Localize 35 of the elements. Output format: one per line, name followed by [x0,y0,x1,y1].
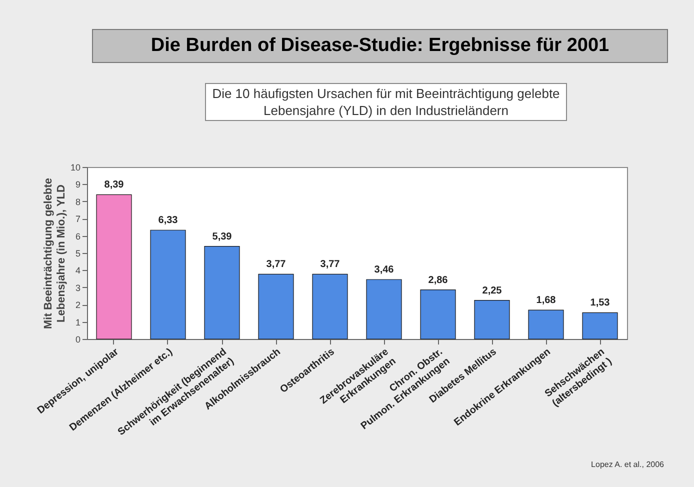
y-tick-label: 2 [75,300,80,310]
y-tick-label: 6 [75,231,80,242]
data-label: 6,33 [158,215,178,226]
bar [258,274,294,340]
y-tick-label: 9 [75,180,80,190]
y-tick-label: 5 [75,248,80,258]
data-label: 2,25 [482,285,502,296]
bar [96,194,132,340]
bar [312,274,348,340]
text: Lopez A. et al., 2006 [591,460,664,469]
chart-subtitle: Die 10 häufigsten Ursachen für mit Beeinträchtigung gelebte Lebensjahre (YLD) in den Industrieländern [205,83,567,121]
bar [150,230,186,340]
data-label: 3,77 [266,259,286,270]
y-tick-label: 3 [75,282,80,293]
y-tick-label: 0 [75,334,80,344]
data-label: 2,86 [428,274,448,286]
data-label: 5,39 [212,231,232,242]
bar [420,290,456,340]
data-label: 1,68 [536,295,556,306]
bar [474,300,510,340]
y-tick-label: 4 [75,266,80,276]
bar [582,312,618,340]
bar [366,279,402,340]
data-label: 3,46 [374,264,394,276]
data-label: 8,39 [104,180,124,191]
y-tick-label: 1 [75,317,80,328]
bar [204,246,240,340]
y-tick-label: 8 [75,196,80,207]
bar [528,310,564,340]
data-label: 3,77 [320,259,340,270]
chart-title: Die Burden of Disease-Studie: Ergebnisse für 2001 [92,29,668,63]
y-tick-label: 10 [70,162,80,172]
y-axis-title: Mit Beeinträchtigung gelebte Lebensjahre (in Mio.), YLD [42,178,68,329]
data-label: 1,53 [590,298,610,309]
y-tick-label: 7 [75,214,80,224]
